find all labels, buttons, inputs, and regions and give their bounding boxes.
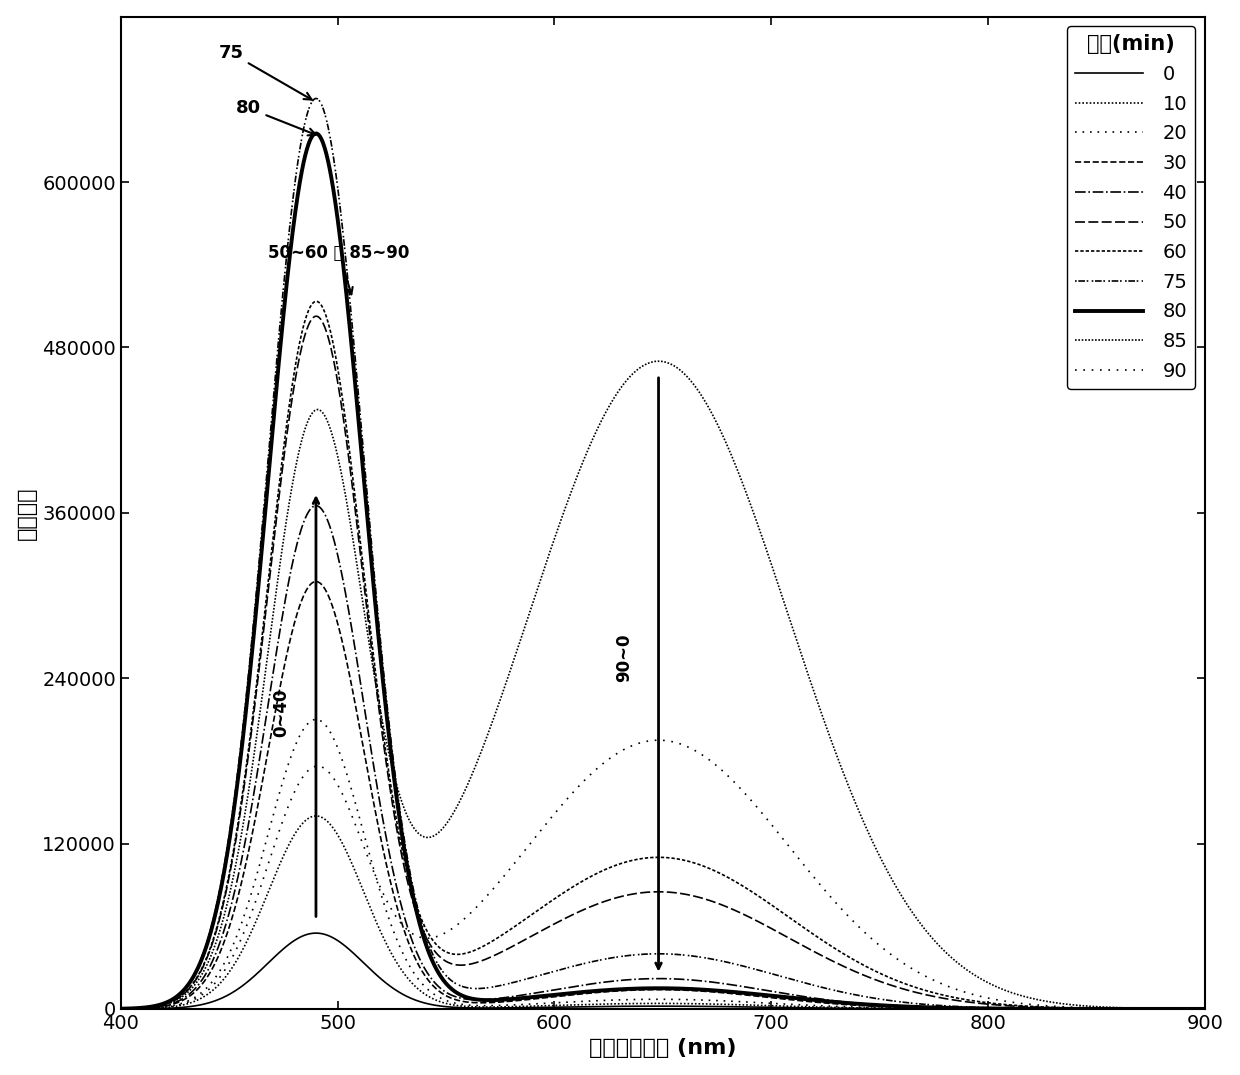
Text: 0~40: 0~40 — [273, 688, 290, 736]
X-axis label: 荧光发射波长 (nm): 荧光发射波长 (nm) — [589, 1038, 737, 1058]
Legend: 0, 10, 20, 30, 40, 50, 60, 75, 80, 85, 90: 0, 10, 20, 30, 40, 50, 60, 75, 80, 85, 9… — [1068, 27, 1195, 388]
Text: 75: 75 — [218, 44, 311, 100]
Text: 80: 80 — [236, 99, 315, 135]
Y-axis label: 荧光强度: 荧光强度 — [16, 486, 37, 540]
Text: 90~0: 90~0 — [615, 633, 632, 682]
Text: 50~60 和 85~90: 50~60 和 85~90 — [268, 244, 409, 295]
